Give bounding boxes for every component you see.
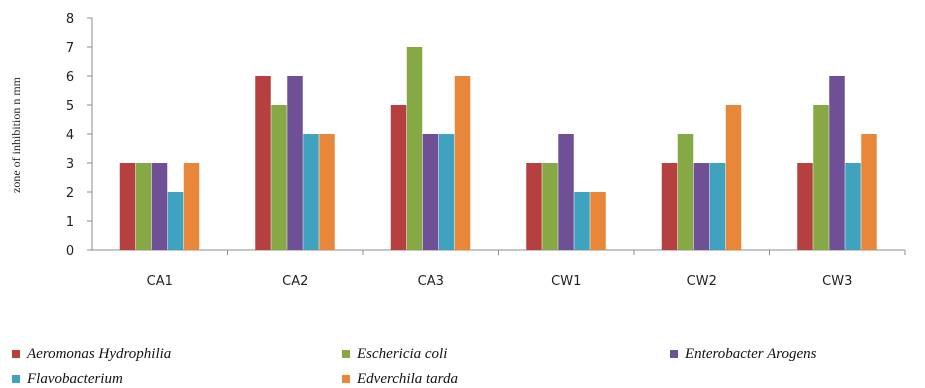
y-axis-label: zone of inhibition n mm [9, 76, 23, 193]
legend-label: Edverchila tarda [356, 371, 458, 387]
x-category-label: CA3 [418, 274, 444, 289]
x-category-label: CA2 [282, 274, 308, 289]
bar [542, 163, 558, 250]
plot-area: 0 1 2 3 4 5 6 7 8 CA1 CA2 CA3 CW1 CW2 CW3 [66, 12, 906, 289]
bar [167, 192, 184, 250]
bar [135, 163, 152, 250]
legend-label: Enterobacter Arogens [684, 346, 817, 362]
x-category-label: CA1 [147, 274, 173, 289]
bar [845, 163, 861, 250]
bar [677, 134, 694, 250]
bar [287, 76, 303, 250]
bar [406, 47, 423, 250]
bar [454, 76, 471, 250]
legend-swatch [12, 350, 20, 358]
bar [271, 105, 287, 250]
bar [438, 134, 455, 250]
legend: Aeromonas Hydrophilia Eschericia coli Ente… [12, 346, 817, 387]
bar [319, 134, 335, 250]
y-tick-label: 0 [66, 244, 74, 259]
bar [590, 192, 606, 250]
bar [151, 163, 168, 250]
bar [558, 134, 574, 250]
x-category-label: CW2 [687, 274, 717, 289]
legend-swatch [342, 375, 350, 383]
bar [526, 163, 542, 250]
legend-label: Flavobacterium [26, 371, 123, 387]
bar [119, 163, 136, 250]
legend-swatch [670, 350, 678, 358]
legend-label: Aeromonas Hydrophilia [26, 346, 171, 362]
bar [303, 134, 319, 250]
bar [725, 105, 742, 250]
bar [813, 105, 829, 250]
bar [574, 192, 590, 250]
bar [661, 163, 678, 250]
y-tick-label: 4 [66, 128, 74, 143]
bar [693, 163, 710, 250]
legend-swatch [12, 375, 20, 383]
y-tick-label: 1 [66, 215, 74, 230]
y-tick-label: 8 [66, 12, 74, 27]
y-tick-label: 3 [66, 157, 74, 172]
bar [709, 163, 726, 250]
bar [390, 105, 407, 250]
x-category-label: CW3 [822, 274, 852, 289]
bar [183, 163, 200, 250]
legend-swatch [342, 350, 350, 358]
y-tick-label: 5 [66, 99, 74, 114]
bar [829, 76, 845, 250]
y-tick-label: 7 [66, 41, 74, 56]
bar [422, 134, 439, 250]
x-category-label: CW1 [551, 274, 581, 289]
bar [797, 163, 813, 250]
y-tick-label: 6 [66, 70, 74, 85]
legend-label: Eschericia coli [356, 346, 447, 362]
bar [861, 134, 877, 250]
bar [255, 76, 271, 250]
y-tick-label: 2 [66, 186, 74, 201]
